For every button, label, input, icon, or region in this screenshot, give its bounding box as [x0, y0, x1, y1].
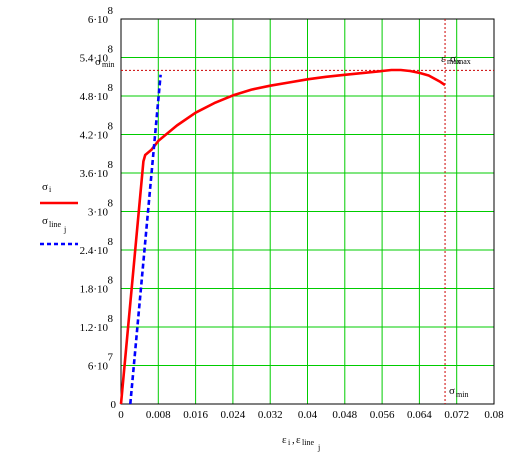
legend-sigma-line-sub: line	[49, 220, 61, 229]
legend-sigma-line-subsub: j	[63, 225, 66, 234]
y-tick-label-6: 83.6·10	[80, 159, 114, 180]
y-tick-label-7: 84.2·10	[80, 121, 114, 142]
y-tick-base-9: 5.4·10	[80, 53, 109, 65]
x-label-eps-i: ε	[282, 434, 287, 446]
reference-lines	[121, 19, 494, 404]
y-tick-base-7: 4.2·10	[80, 130, 109, 142]
y-tick-exponent-2: 8	[108, 313, 114, 325]
annotation-eps-min-sub: min	[456, 390, 468, 399]
annotation-sigma-max-symbol: σ	[450, 53, 456, 65]
y-tick-exponent-6: 8	[108, 159, 114, 171]
x-tick-label-6: 0.048	[332, 409, 357, 421]
series-line-0	[119, 68, 446, 405]
y-tick-base-5: 3·10	[88, 207, 109, 219]
y-tick-exponent-10: 8	[108, 5, 114, 17]
x-axis-label: ε i , ε line j	[282, 434, 320, 452]
plot-frame	[120, 18, 495, 405]
legend-sigma-i-sub: i	[49, 185, 52, 194]
annotation-eps-min: σ min	[449, 385, 468, 399]
y-tick-exponent-9: 8	[108, 44, 114, 56]
x-tick-label-1: 0.008	[146, 409, 171, 421]
x-tick-label-5: 0.04	[298, 409, 318, 421]
annotation-eps-max: ε max	[441, 53, 461, 66]
x-label-eps-line: ε	[296, 434, 301, 446]
y-tick-exponent-8: 8	[108, 82, 114, 94]
y-tick-base-8: 4.8·10	[80, 91, 109, 103]
annotation-sigma-min-symbol: σ	[95, 56, 101, 68]
x-label-separator: ,	[292, 434, 295, 446]
y-tick-base-2: 1.2·10	[80, 322, 109, 334]
x-tick-label-8: 0.064	[407, 409, 432, 421]
y-tick-exponent-4: 8	[108, 236, 114, 248]
y-tick-label-3: 81.8·10	[80, 275, 114, 296]
y-tick-base-3: 1.8·10	[80, 284, 109, 296]
y-tick-base-6: 3.6·10	[80, 168, 109, 180]
series-line-1	[129, 74, 162, 405]
annotation-sigma-min-sub: min	[102, 60, 114, 69]
annotation-eps-max-sub: max	[447, 57, 461, 66]
y-tick-label-4: 82.4·10	[80, 236, 114, 257]
y-tick-labels: 076·1081.2·1081.8·1082.4·1083·1083.6·108…	[80, 5, 117, 411]
legend-item-sigma-line: σ line j	[40, 215, 78, 246]
y-tick-exponent-3: 8	[108, 275, 114, 287]
y-tick-label-10: 86·10	[88, 5, 114, 26]
y-tick-label-9: 85.4·10	[80, 44, 114, 65]
y-tick-label-1: 76·10	[88, 352, 114, 373]
legend-item-sigma-i: σ i	[40, 181, 78, 205]
x-tick-label-10: 0.08	[484, 409, 504, 421]
y-tick-label-2: 81.2·10	[80, 313, 114, 334]
y-tick-exponent-1: 7	[108, 352, 114, 364]
legend-sigma-line-symbol: σ	[42, 215, 48, 227]
x-tick-label-3: 0.024	[221, 409, 246, 421]
y-tick-base-4: 2.4·10	[80, 245, 109, 257]
x-label-eps-line-subsub: j	[317, 443, 320, 452]
x-tick-labels: 0 0.008 0.016 0.024 0.032 0.04 0.048 0.056 0.064…	[118, 409, 504, 421]
x-label-eps-line-sub: line	[302, 438, 314, 447]
y-tick-base-10: 6·10	[88, 14, 109, 26]
x-tick-label-0: 0	[118, 409, 124, 421]
x-tick-label-2: 0.016	[183, 409, 208, 421]
y-tick-label-0: 0	[111, 399, 117, 411]
data-series	[119, 68, 446, 405]
y-tick-label-8: 84.8·10	[80, 82, 114, 103]
annotation-sigma-max: σ max	[450, 53, 471, 66]
x-tick-label-9: 0.072	[444, 409, 469, 421]
legend: σ i σ line j	[40, 181, 78, 246]
y-tick-label-5: 83·10	[88, 198, 114, 219]
legend-sigma-i-symbol: σ	[42, 181, 48, 193]
y-tick-base-0: 0	[111, 399, 117, 411]
annotation-eps-min-symbol: σ	[449, 385, 455, 397]
x-tick-label-7: 0.056	[370, 409, 395, 421]
annotation-sigma-min: σ min	[95, 56, 114, 69]
annotation-eps-max-symbol: ε	[441, 53, 446, 65]
annotation-sigma-max-sub: max	[457, 57, 471, 66]
y-tick-exponent-5: 8	[108, 198, 114, 210]
x-tick-label-4: 0.032	[258, 409, 283, 421]
y-tick-exponent-7: 8	[108, 121, 114, 133]
x-label-eps-i-sub: i	[288, 438, 291, 447]
y-tick-base-1: 6·10	[88, 361, 109, 373]
